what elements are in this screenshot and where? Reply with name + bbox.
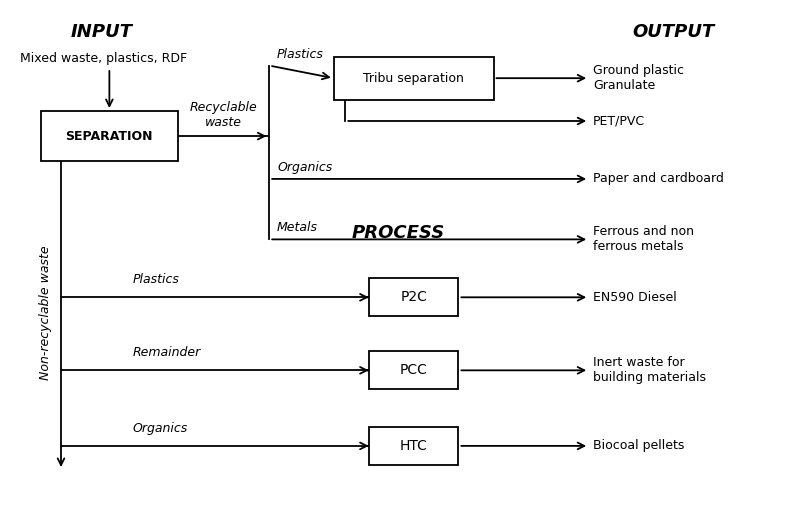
- FancyBboxPatch shape: [369, 279, 458, 316]
- FancyBboxPatch shape: [41, 111, 178, 161]
- Text: HTC: HTC: [400, 439, 427, 453]
- Text: Tribu separation: Tribu separation: [363, 71, 464, 85]
- Text: P2C: P2C: [400, 290, 427, 304]
- Text: EN590 Diesel: EN590 Diesel: [593, 291, 677, 304]
- Text: Metals: Metals: [277, 222, 318, 234]
- Text: PCC: PCC: [400, 363, 427, 377]
- Text: Plastics: Plastics: [133, 273, 180, 286]
- Text: Recyclable
waste: Recyclable waste: [189, 101, 257, 128]
- Text: Ferrous and non
ferrous metals: Ferrous and non ferrous metals: [593, 225, 694, 253]
- Text: INPUT: INPUT: [70, 23, 132, 41]
- Text: Mixed waste, plastics, RDF: Mixed waste, plastics, RDF: [20, 51, 187, 65]
- Text: Inert waste for
building materials: Inert waste for building materials: [593, 356, 706, 384]
- Text: Paper and cardboard: Paper and cardboard: [593, 172, 724, 186]
- Text: PROCESS: PROCESS: [351, 224, 445, 242]
- FancyBboxPatch shape: [334, 57, 494, 100]
- Text: Organics: Organics: [277, 161, 333, 174]
- Text: Non-recyclable waste: Non-recyclable waste: [39, 246, 52, 380]
- Text: Ground plastic
Granulate: Ground plastic Granulate: [593, 64, 684, 92]
- Text: Plastics: Plastics: [277, 48, 324, 61]
- Text: Remainder: Remainder: [133, 346, 201, 359]
- FancyBboxPatch shape: [369, 352, 458, 389]
- Text: PET/PVC: PET/PVC: [593, 115, 645, 127]
- Text: SEPARATION: SEPARATION: [65, 130, 153, 142]
- FancyBboxPatch shape: [369, 427, 458, 465]
- Text: Biocoal pellets: Biocoal pellets: [593, 439, 685, 452]
- Text: OUTPUT: OUTPUT: [632, 23, 714, 41]
- Text: Organics: Organics: [133, 422, 188, 435]
